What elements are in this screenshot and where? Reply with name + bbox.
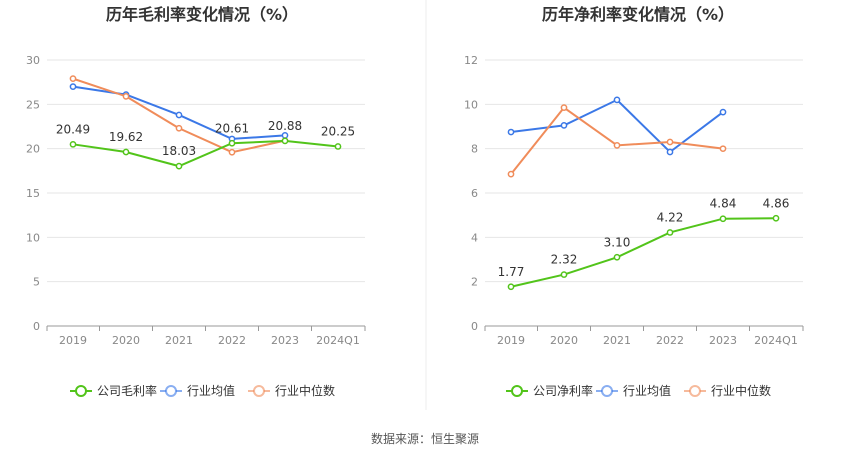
y-tick-label: 12 <box>464 54 478 67</box>
legend-label: 行业中位数 <box>711 383 771 398</box>
data-point <box>281 132 289 139</box>
data-label: 20.25 <box>321 124 355 138</box>
legend-item: 行业均值 <box>596 383 671 398</box>
data-point <box>122 93 130 100</box>
chart-net-margin: 历年净利率变化情况（%） 0 2 4 6 8 10 12 2019 2020 2021 2022 202… <box>464 5 804 398</box>
legend-item: 公司毛利率 <box>70 383 157 398</box>
legend-marker <box>511 385 523 397</box>
y-tick-label: 8 <box>471 143 478 156</box>
legend-marker <box>165 385 177 397</box>
series-line <box>72 139 339 168</box>
series-line <box>510 217 777 288</box>
data-point <box>175 162 183 170</box>
legend-item: 行业中位数 <box>248 383 335 398</box>
data-point <box>69 83 77 90</box>
x-tick-label: 2019 <box>497 334 525 347</box>
data-point <box>228 139 236 147</box>
data-label: 20.88 <box>268 119 302 133</box>
legend-marker <box>75 385 87 397</box>
legend-marker <box>601 385 613 397</box>
data-point <box>69 75 77 82</box>
data-point <box>613 141 621 149</box>
data-label: 4.22 <box>657 210 684 224</box>
data-point <box>613 253 621 261</box>
data-label: 4.86 <box>763 196 790 210</box>
data-label: 2.32 <box>551 253 578 267</box>
legend-marker <box>253 385 265 397</box>
data-point <box>719 145 727 153</box>
data-point <box>560 271 568 278</box>
legend-label: 行业中位数 <box>275 383 335 398</box>
y-tick-label: 20 <box>26 143 40 156</box>
x-tick-label: 2019 <box>59 334 87 347</box>
x-tick-label: 2021 <box>165 334 193 347</box>
data-label: 1.77 <box>498 265 525 279</box>
data-point <box>175 124 183 132</box>
data-point <box>719 108 727 116</box>
y-tick-label: 30 <box>26 54 40 67</box>
data-point <box>560 122 568 129</box>
y-tick-label: 2 <box>471 276 478 289</box>
data-point <box>666 148 674 156</box>
y-tick-label: 5 <box>33 276 40 289</box>
y-tick-label: 10 <box>464 98 478 111</box>
legend-marker <box>689 385 701 397</box>
data-label: 18.03 <box>162 144 196 158</box>
data-source-label: 数据来源：恒生聚源 <box>370 432 479 446</box>
x-tick-label: 2022 <box>656 334 684 347</box>
legend-label: 行业均值 <box>187 383 235 398</box>
data-point <box>772 214 780 222</box>
x-tick-label: 2024Q1 <box>754 334 798 347</box>
data-label: 19.62 <box>109 130 143 144</box>
data-point <box>175 111 183 119</box>
chart-gross-margin: 历年毛利率变化情况（%） 0 5 10 15 20 25 30 2019 2020 2021 2022… <box>26 5 366 398</box>
x-tick-label: 2022 <box>218 334 246 347</box>
x-tick-label: 2024Q1 <box>316 334 360 347</box>
data-label: 3.10 <box>604 235 631 249</box>
data-point <box>666 229 674 236</box>
legend-label: 公司净利率 <box>533 383 593 398</box>
data-point <box>122 148 130 156</box>
data-point <box>69 140 77 148</box>
data-point <box>507 128 515 136</box>
legend-item: 行业中位数 <box>684 383 771 398</box>
y-tick-label: 15 <box>26 187 40 200</box>
data-label: 20.61 <box>215 121 249 135</box>
y-tick-label: 4 <box>471 231 478 244</box>
data-point <box>719 215 727 223</box>
data-point <box>334 143 342 150</box>
data-point <box>560 104 568 112</box>
y-tick-label: 0 <box>471 320 478 333</box>
x-tick-label: 2023 <box>271 334 299 347</box>
y-tick-label: 6 <box>471 187 478 200</box>
data-point <box>613 96 621 104</box>
y-tick-label: 10 <box>26 231 40 244</box>
data-point <box>507 283 515 291</box>
data-point <box>281 137 289 145</box>
y-tick-label: 25 <box>26 98 40 111</box>
data-label: 20.49 <box>56 122 90 136</box>
chart-title: 历年净利率变化情况（%） <box>542 5 734 24</box>
x-tick-label: 2020 <box>550 334 578 347</box>
data-label: 4.84 <box>710 197 737 211</box>
legend-label: 公司毛利率 <box>97 383 157 398</box>
x-tick-label: 2020 <box>112 334 140 347</box>
legend-item: 行业均值 <box>160 383 235 398</box>
x-tick-label: 2021 <box>603 334 631 347</box>
legend-item: 公司净利率 <box>506 383 593 398</box>
y-tick-label: 0 <box>33 320 40 333</box>
data-point <box>666 138 674 146</box>
series-line <box>510 106 724 175</box>
chart-title: 历年毛利率变化情况（%） <box>106 5 298 24</box>
x-tick-label: 2023 <box>709 334 737 347</box>
data-point <box>228 148 236 156</box>
legend-label: 行业均值 <box>623 383 671 398</box>
data-point <box>507 170 515 178</box>
